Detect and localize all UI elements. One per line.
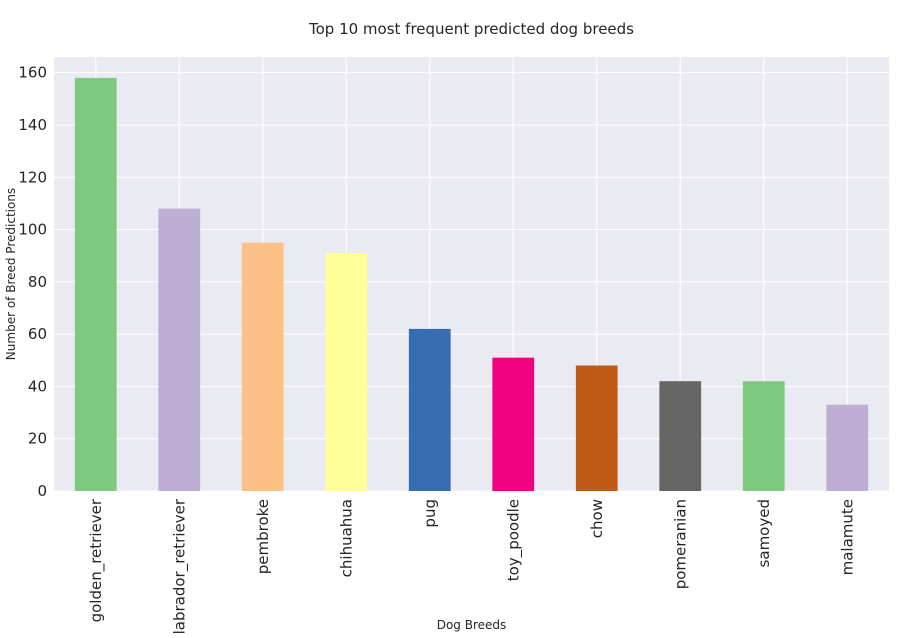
bar-pomeranian <box>659 381 702 491</box>
bar-golden_retriever <box>74 77 117 492</box>
chart-title: Top 10 most frequent predicted dog breed… <box>308 20 634 38</box>
x-tick-label: chihuahua <box>337 499 355 577</box>
y-tick-label: 20 <box>28 430 47 448</box>
bar-labrador_retriever <box>158 208 201 491</box>
x-tick-label: golden_retriever <box>87 498 106 622</box>
x-tick-label: pug <box>421 499 439 528</box>
y-axis-ticks: 0 20 40 60 80 100 120 140 160 <box>18 64 47 500</box>
y-tick-label: 120 <box>18 168 47 186</box>
x-tick-label: pomeranian <box>671 499 689 589</box>
x-tick-label: samoyed <box>755 499 773 567</box>
x-tick-label: labrador_retriever <box>170 498 189 634</box>
y-tick-label: 80 <box>28 273 47 291</box>
bar-chihuahua <box>325 253 368 491</box>
y-tick-label: 160 <box>18 64 47 82</box>
y-tick-label: 140 <box>18 116 47 134</box>
bar-samoyed <box>742 381 785 491</box>
bars <box>74 77 869 492</box>
x-axis-label: Dog Breeds <box>437 618 507 632</box>
bar-toy_poodle <box>492 357 535 491</box>
bar-pug <box>408 328 451 491</box>
y-tick-label: 100 <box>18 221 47 239</box>
y-tick-label: 40 <box>28 377 47 395</box>
bar-pembroke <box>241 242 284 491</box>
x-tick-label: pembroke <box>254 499 272 574</box>
x-tick-label: malamute <box>838 499 856 575</box>
bar-chow <box>575 365 618 491</box>
y-tick-label: 60 <box>28 325 47 343</box>
y-tick-label: 0 <box>37 482 47 500</box>
x-tick-label: toy_poodle <box>504 499 523 581</box>
x-axis-ticks: golden_retriever labrador_retriever pembro… <box>87 498 857 634</box>
y-axis-label: Number of Breed Predictions <box>4 188 18 360</box>
bar-malamute <box>826 404 869 491</box>
x-tick-label: chow <box>588 499 606 538</box>
